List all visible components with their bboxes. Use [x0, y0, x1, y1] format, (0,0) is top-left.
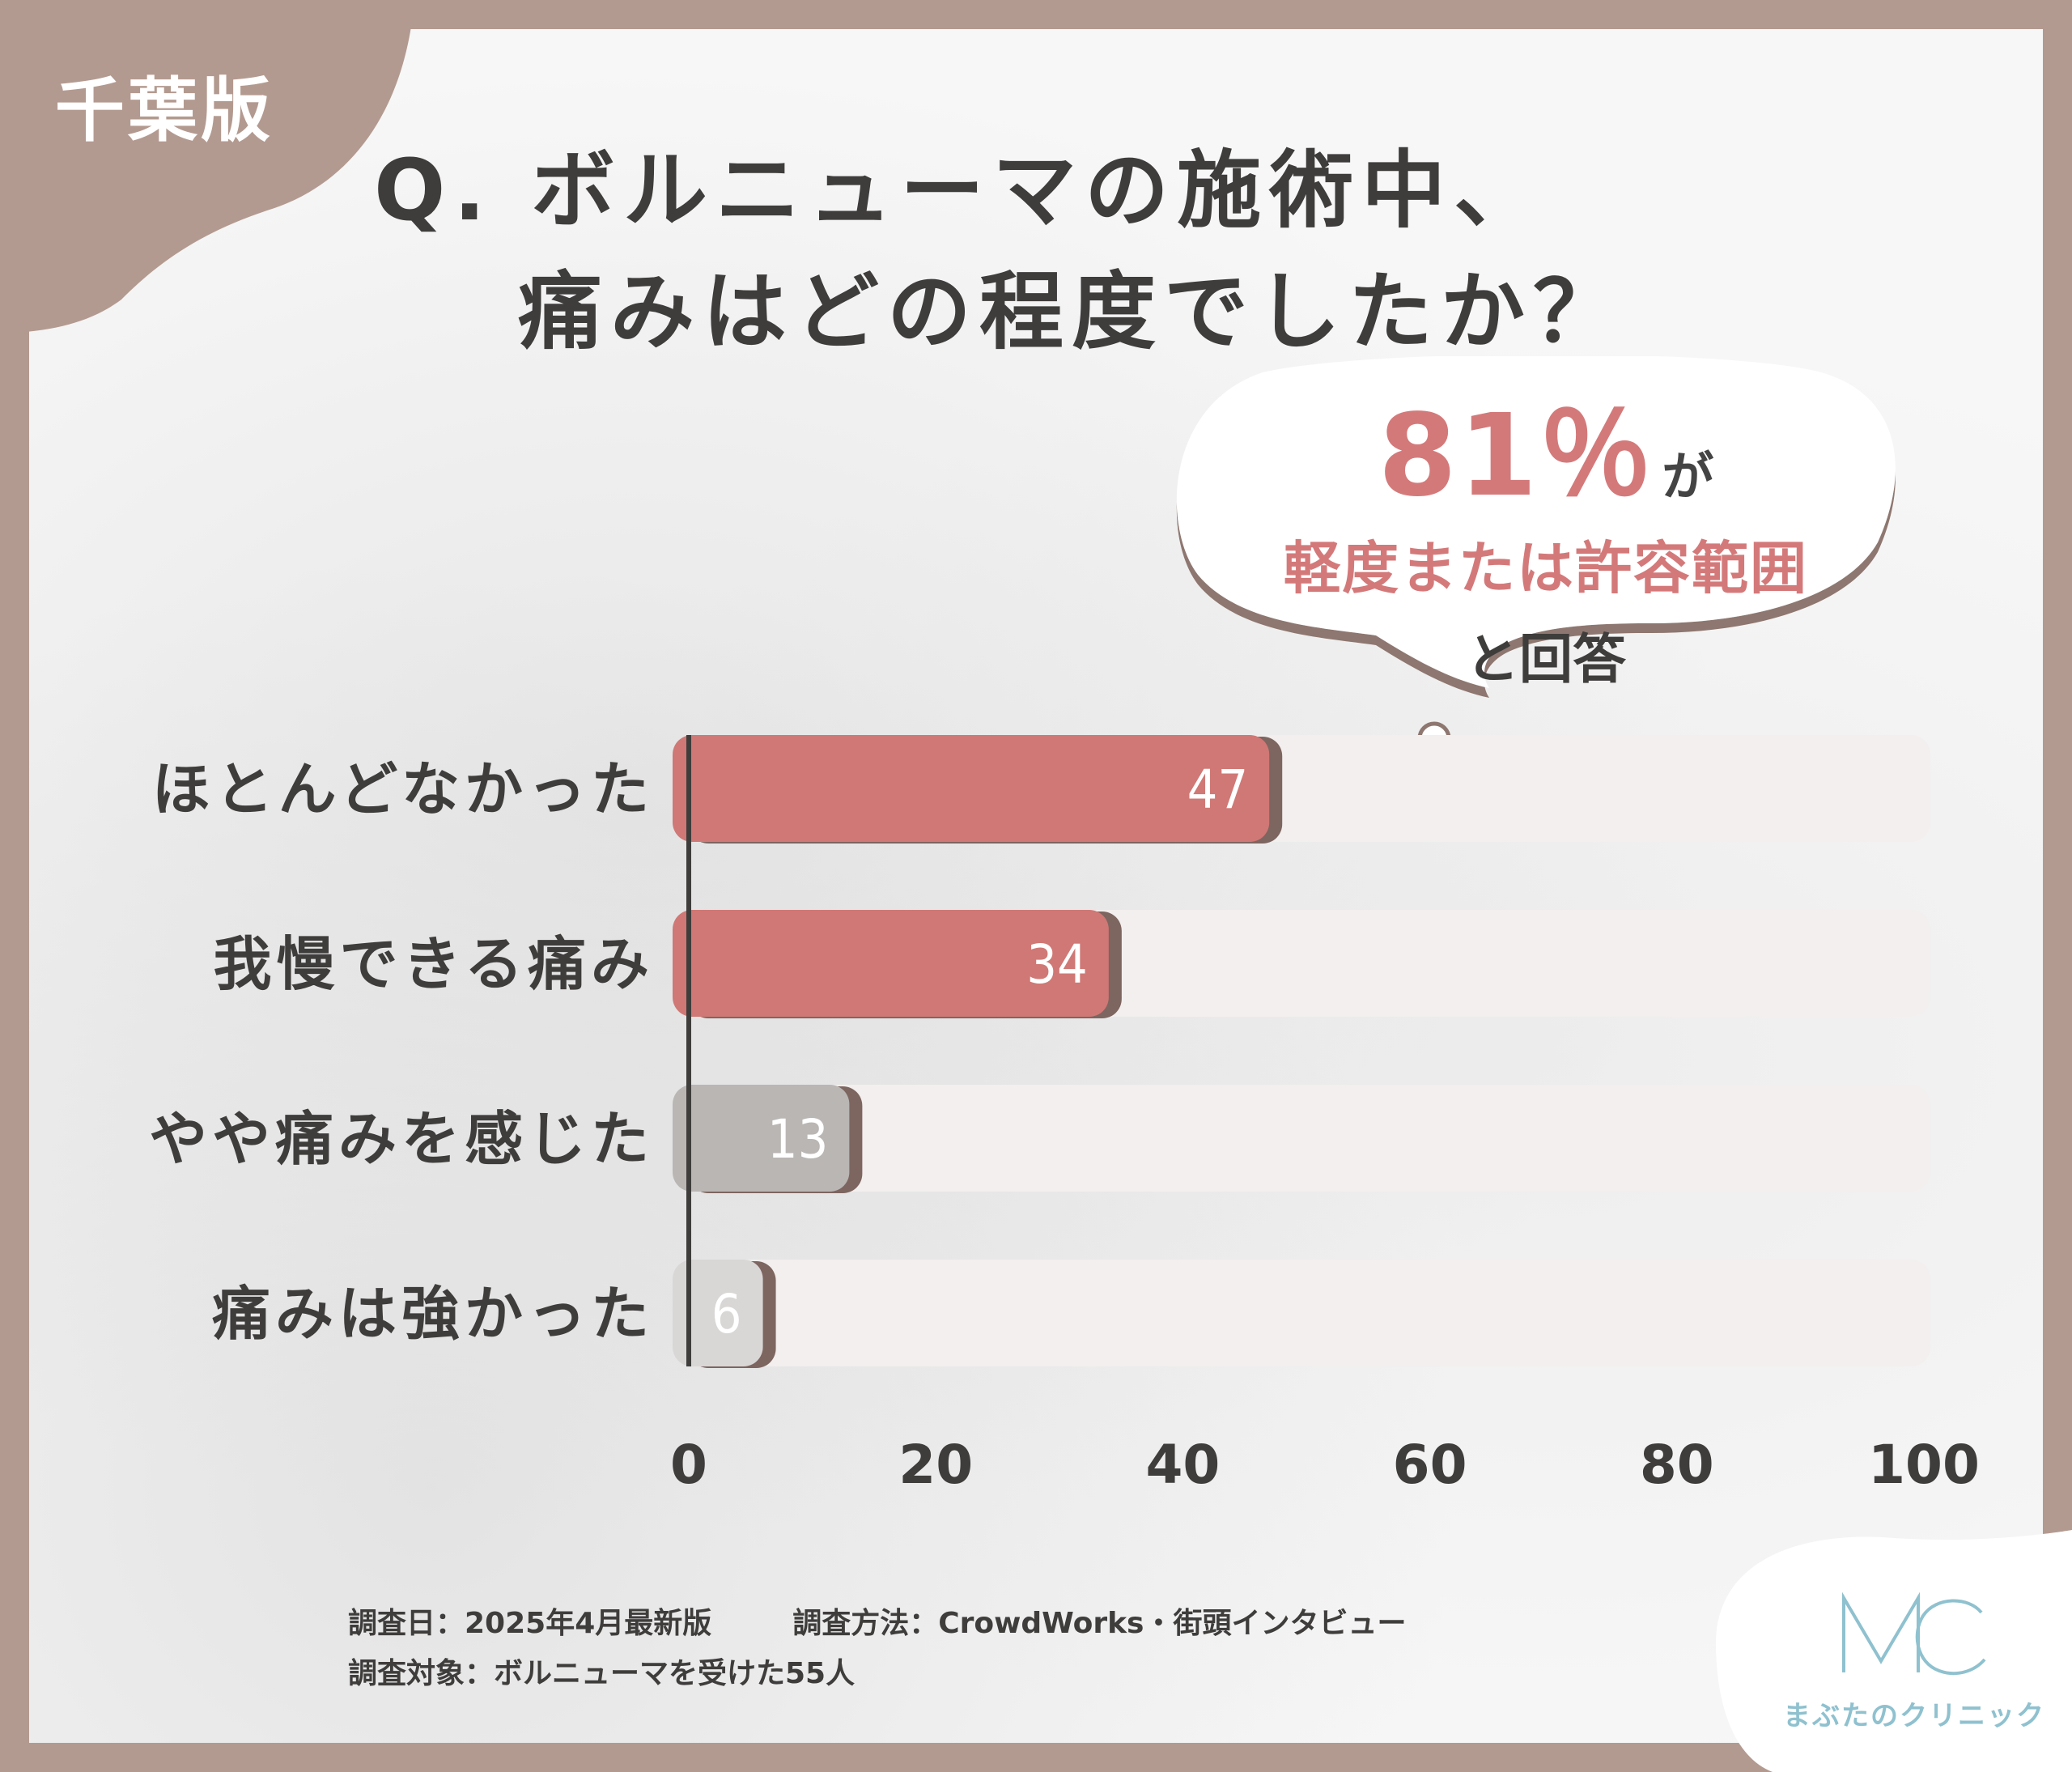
- survey-target: 調査対象：ボルニューマを受けた55人: [348, 1657, 856, 1690]
- logo-name: まぶたのクリニック: [1783, 1700, 2045, 1732]
- bar-track: [686, 1260, 1930, 1366]
- bar-value-label: 47: [1187, 759, 1249, 821]
- survey-method: 調査方法：CrowdWorks・街頭インタビュー: [792, 1607, 1407, 1640]
- corner-tab: [0, 0, 414, 334]
- x-tick-label: 40: [1145, 1434, 1220, 1496]
- infographic-card: [29, 29, 2043, 1743]
- callout-percent: 81％: [1378, 390, 1654, 522]
- bar: [673, 910, 1109, 1017]
- category-label: 痛みは強かった: [212, 1280, 654, 1348]
- x-tick-label: 80: [1640, 1434, 1714, 1496]
- bar-value-label: 6: [711, 1283, 742, 1345]
- bar-track: [686, 1085, 1930, 1192]
- category-label: やや痛みを感じた: [149, 1105, 654, 1173]
- x-tick-label: 60: [1393, 1434, 1467, 1496]
- region-label: 千葉版: [55, 70, 274, 151]
- bar: [673, 1260, 763, 1366]
- category-label: 我慢できる痛み: [213, 930, 654, 998]
- title-line-2: 痛みはどの程度でしたか？: [518, 262, 1626, 361]
- bar: [673, 735, 1270, 842]
- bar-value-label: 34: [1026, 933, 1088, 996]
- callout-text: 81％が 軽度または許容範囲 と回答: [1190, 364, 1902, 694]
- bar-value-label: 13: [767, 1108, 829, 1171]
- survey-date: 調査日：2025年4月最新版: [348, 1607, 712, 1640]
- title-line-1: Q. ボルニューマの施術中、: [374, 141, 1547, 240]
- bar: [673, 1085, 850, 1192]
- background-texture: [29, 29, 2043, 1743]
- survey-footer: 調査日：2025年4月最新版 調査方法：CrowdWorks・街頭インタビュー 調…: [348, 1599, 1406, 1699]
- x-tick-label: 100: [1868, 1434, 1980, 1496]
- callout-line-3: と回答: [1466, 628, 1626, 691]
- x-tick-label: 0: [670, 1434, 707, 1496]
- callout-line-2: 軽度または許容範囲: [1284, 535, 1808, 601]
- x-tick-label: 20: [898, 1434, 973, 1496]
- logo-mark: [1842, 1591, 1986, 1676]
- logo-background: [1716, 1530, 2072, 1772]
- category-label: ほとんどなかった: [152, 755, 654, 823]
- speech-bubble: [1176, 356, 1896, 688]
- callout-percent-suffix: が: [1662, 448, 1714, 508]
